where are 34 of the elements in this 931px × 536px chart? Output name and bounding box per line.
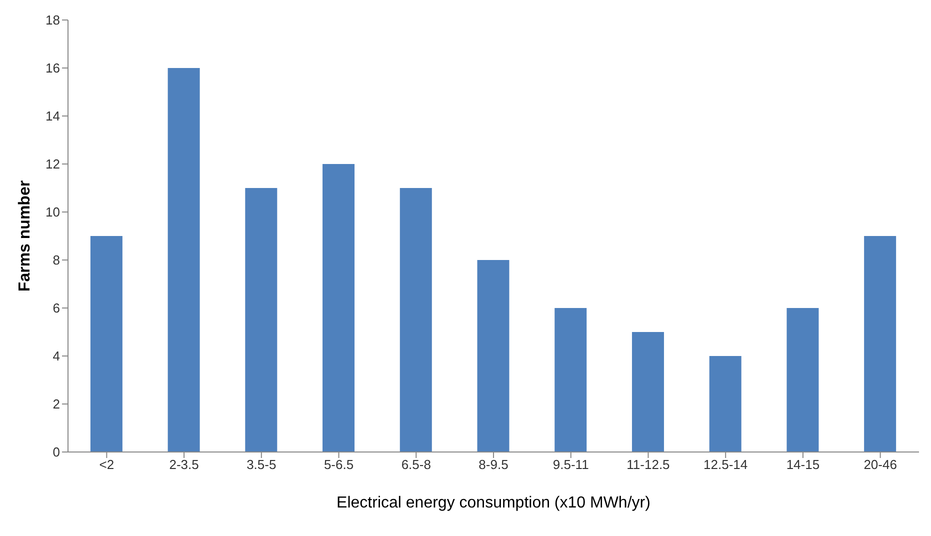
- bar: [400, 188, 432, 452]
- x-tick-label: 11-12.5: [626, 457, 670, 472]
- y-tick-label: 10: [46, 204, 60, 220]
- y-tick-label: 4: [52, 348, 60, 364]
- bar: [554, 308, 587, 452]
- x-tick-label: 5-6.5: [324, 457, 354, 472]
- y-tick-label: 0: [52, 444, 60, 460]
- bar: [168, 68, 200, 452]
- x-tick-label: 9.5-11: [552, 457, 589, 472]
- x-tick-label: <2: [99, 457, 114, 472]
- x-tick-label: 2-3.5: [169, 457, 199, 472]
- y-tick-label: 14: [46, 108, 60, 124]
- y-tick-label: 2: [52, 396, 60, 412]
- y-tick-label: 18: [46, 12, 60, 28]
- y-tick-label: 6: [52, 300, 60, 316]
- y-tick-label: 12: [46, 156, 60, 172]
- x-tick-label: 6.5-8: [401, 457, 431, 472]
- y-axis-title: Farms number: [16, 180, 34, 292]
- bar: [709, 356, 742, 452]
- y-tick-label: 16: [46, 60, 60, 76]
- x-axis-title: Electrical energy consumption (x10 MWh/yr): [336, 494, 650, 512]
- bar: [477, 260, 510, 452]
- x-tick-label: 8-9.5: [478, 457, 508, 472]
- bar: [786, 308, 819, 452]
- bar: [90, 236, 122, 452]
- x-tick-label: 14-15: [786, 457, 820, 472]
- x-tick-label: 20-46: [864, 457, 897, 472]
- bar: [245, 188, 278, 452]
- bar: [632, 332, 664, 452]
- bar: [322, 164, 355, 452]
- x-tick-label: 12.5-14: [704, 457, 748, 472]
- bar: [864, 236, 896, 452]
- y-tick-label: 8: [52, 252, 60, 268]
- x-tick-label: 3.5-5: [246, 457, 276, 472]
